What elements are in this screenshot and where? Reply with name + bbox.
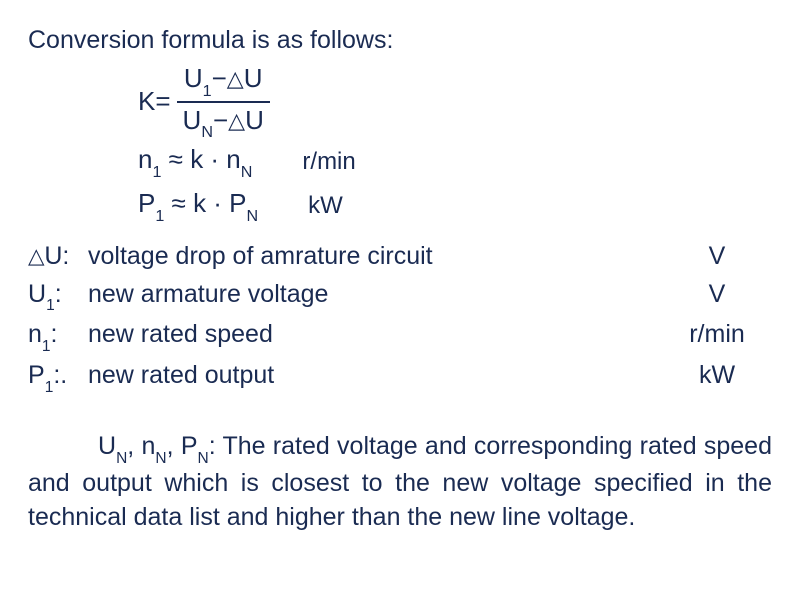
explain-line1: The rated voltage and corresponding <box>222 432 632 460</box>
num-u2: U <box>244 63 263 93</box>
def-text-u1: new armature voltage <box>88 278 662 312</box>
formula-k-numerator: U1−△U <box>178 63 269 99</box>
p1-sym: P <box>28 361 45 389</box>
n-sym: n <box>138 144 152 174</box>
den-u: U <box>183 105 202 135</box>
num-sub: 1 <box>203 82 212 100</box>
formula-k-denominator: UN−△U <box>177 105 270 141</box>
def-row-du: △U: voltage drop of amrature circuit V <box>28 240 772 274</box>
def-row-u1: U1: new armature voltage V <box>28 278 772 315</box>
n-mid: k · n <box>190 144 241 174</box>
formula-n-unit: r/min <box>302 146 355 178</box>
p-sub: 1 <box>155 207 164 225</box>
num-u: U <box>184 63 203 93</box>
num-tri: △ <box>227 66 244 93</box>
def-text-du: voltage drop of amrature circuit <box>88 240 662 274</box>
def-sym-du: △U: <box>28 240 88 274</box>
den-u2: U <box>245 105 264 135</box>
u1-colon: : <box>55 280 62 308</box>
def-sym-p1: P1:. <box>28 359 88 396</box>
formula-block: K= U1−△U UN−△U n1 ≈ k · nN r/min P1 ≈ k … <box>138 72 772 226</box>
def-unit-n1: r/min <box>662 318 772 352</box>
formula-p-expr: P1 ≈ k · PN <box>138 186 258 225</box>
explain-syms: UN, nN, PN: <box>98 432 222 460</box>
formula-p-unit: kW <box>308 190 343 222</box>
n-sub: 1 <box>152 163 161 181</box>
exp-n: n <box>141 432 155 460</box>
def-sym-u1: U1: <box>28 278 88 315</box>
exp-n-sub: N <box>155 450 166 467</box>
u1-sub: 1 <box>46 297 55 314</box>
def-text-n1: new rated speed <box>88 318 662 352</box>
formula-k-fraction: U1−△U UN−△U <box>177 63 270 140</box>
p-approx: ≈ <box>172 188 186 218</box>
exp-u-sub: N <box>116 450 127 467</box>
den-tri: △ <box>228 108 245 135</box>
formula-n: n1 ≈ k · nN r/min <box>138 142 772 182</box>
exp-u: U <box>98 432 116 460</box>
num-op: − <box>212 63 227 93</box>
n-approx: ≈ <box>169 144 183 174</box>
exp-p: P <box>181 432 198 460</box>
def-unit-du: V <box>662 240 772 274</box>
fraction-bar <box>177 101 270 103</box>
u1-sym: U <box>28 280 46 308</box>
du-sym: U: <box>44 242 69 270</box>
def-row-p1: P1:. new rated output kW <box>28 359 772 396</box>
def-unit-u1: V <box>662 278 772 312</box>
n-rhs-sub: N <box>241 163 253 181</box>
exp-c2: , <box>167 432 181 460</box>
p-sym: P <box>138 188 155 218</box>
exp-p-sub: N <box>198 450 209 467</box>
n1-sym: n <box>28 320 42 348</box>
def-text-p1: new rated output <box>88 359 662 393</box>
du-tri: △ <box>28 242 44 271</box>
n1-sub: 1 <box>42 338 51 355</box>
definitions-list: △U: voltage drop of amrature circuit V U… <box>28 240 772 397</box>
formula-k-lhs: K= <box>138 84 171 119</box>
exp-c1: , <box>127 432 141 460</box>
formula-n-expr: n1 ≈ k · nN <box>138 142 252 181</box>
formula-p: P1 ≈ k · PN kW <box>138 186 772 226</box>
den-op: − <box>213 105 228 135</box>
explanation-paragraph: UN, nN, PN: The rated voltage and corres… <box>28 430 772 534</box>
p-mid: k · P <box>193 188 246 218</box>
page-title: Conversion formula is as follows: <box>28 24 772 58</box>
p-rhs-sub: N <box>247 207 259 225</box>
formula-k: K= U1−△U UN−△U <box>138 72 772 132</box>
den-sub: N <box>201 123 213 141</box>
def-sym-n1: n1: <box>28 318 88 355</box>
p1-sub: 1 <box>45 379 54 396</box>
exp-colon: : <box>209 432 223 460</box>
def-row-n1: n1: new rated speed r/min <box>28 318 772 355</box>
def-unit-p1: kW <box>662 359 772 393</box>
n1-colon: : <box>51 320 58 348</box>
p1-colon: :. <box>53 361 67 389</box>
